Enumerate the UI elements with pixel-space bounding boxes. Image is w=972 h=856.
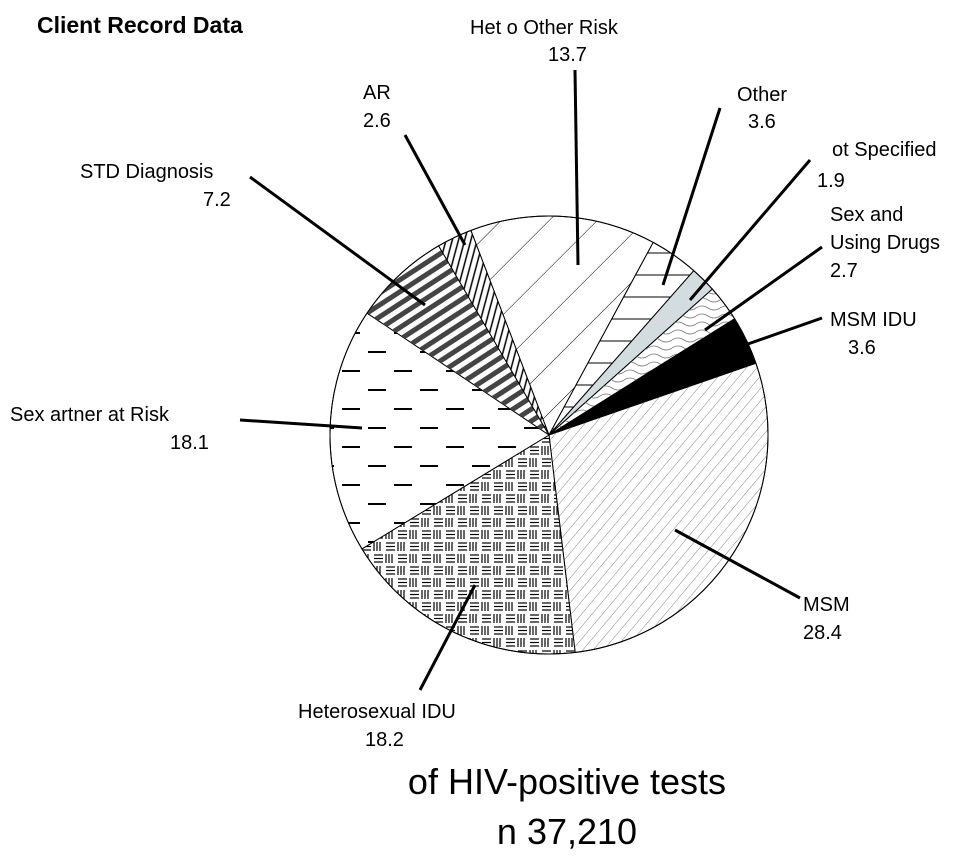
slice-label: Het o Other Risk	[470, 17, 618, 39]
slice-label: AR	[363, 82, 391, 104]
leader-line	[573, 69, 580, 266]
slice-pattern	[470, 216, 654, 435]
pie-outline	[329, 215, 769, 655]
slice-label: MSM IDU	[830, 309, 917, 331]
leader-line	[249, 175, 426, 307]
slice-value: 2.7	[830, 260, 858, 282]
slice-label: Sex and Using Drugs	[830, 204, 941, 254]
slice-value: 18.2	[365, 729, 404, 751]
slice-value: 13.7	[548, 44, 587, 66]
slice-pattern	[438, 230, 549, 435]
leader-line	[661, 107, 722, 286]
slice-value: 1.9	[817, 170, 845, 192]
slice-pattern	[549, 289, 735, 435]
annotation: n 37,210	[496, 811, 638, 852]
slice-label: Other	[737, 84, 788, 106]
slice-pattern	[330, 313, 549, 549]
chart-title: Client Record Data	[37, 12, 243, 38]
slice-value: 2.6	[363, 110, 391, 132]
slice-label: STD Diagnosis	[80, 161, 214, 183]
slice-value: 28.4	[803, 622, 842, 644]
leader-line	[403, 134, 467, 246]
leader-line	[744, 316, 823, 347]
leader-line	[239, 418, 363, 430]
slice-label: ot Specified	[832, 139, 937, 161]
slice-value: 18.1	[170, 432, 209, 454]
slice-label: MSM	[803, 594, 850, 616]
annotation: of HIV-positive tests	[407, 761, 727, 802]
slice-label: Sex artner at Risk	[10, 404, 169, 426]
slice-pattern	[367, 245, 549, 435]
leader-line	[688, 159, 812, 301]
slice-label: Heterosexual IDU	[298, 701, 456, 723]
leader-line	[674, 528, 801, 600]
leader-line	[704, 245, 823, 332]
slice-pattern	[549, 242, 694, 435]
slice-value: 7.2	[203, 189, 231, 211]
slice-value: 3.6	[848, 337, 876, 359]
slice-value: 3.6	[748, 111, 776, 133]
slice-pattern	[549, 363, 768, 653]
leader-line	[418, 584, 477, 691]
slice-pattern	[361, 435, 576, 654]
